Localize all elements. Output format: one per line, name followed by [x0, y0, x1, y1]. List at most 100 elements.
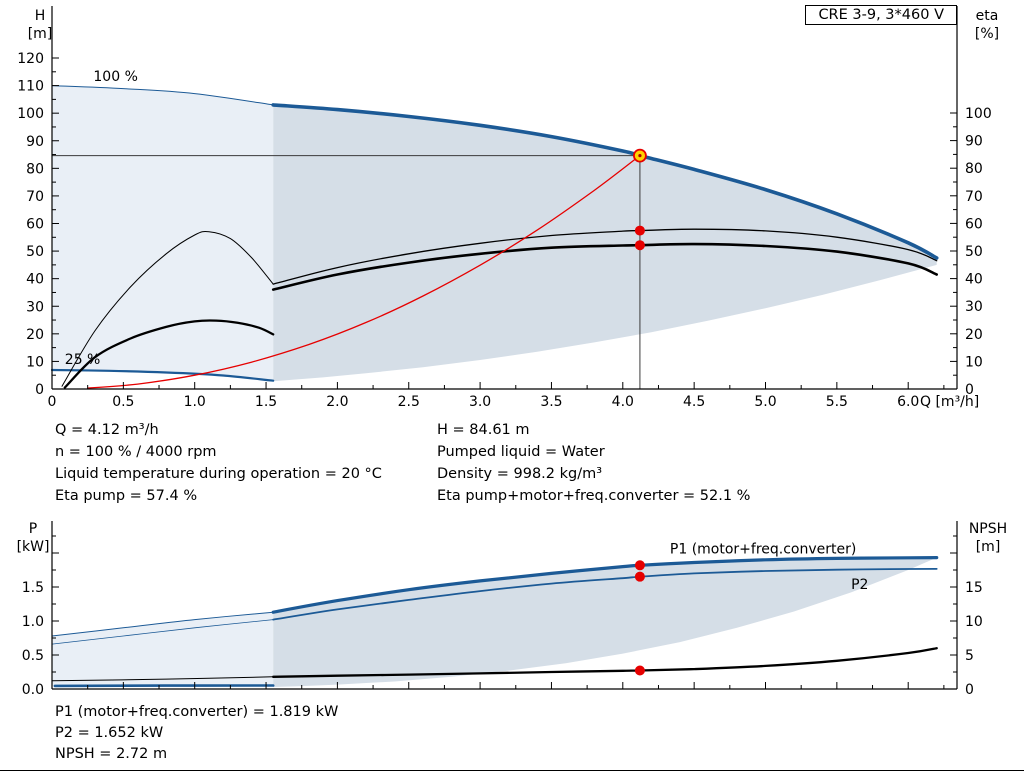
right-tick-label: 15	[965, 580, 983, 596]
series-p2-extension	[51, 619, 274, 645]
left-tick-label: 10	[26, 354, 44, 370]
duty-head-text: H = 84.61 m	[437, 422, 530, 438]
left-tick-label: 20	[26, 327, 44, 343]
right-tick-label: 30	[965, 299, 983, 315]
right-tick-label: 80	[965, 161, 983, 177]
right-tick-label: 0	[965, 682, 974, 698]
p1-dot	[634, 560, 645, 571]
series-p2	[272, 568, 938, 621]
right-axis-label: eta	[976, 8, 999, 24]
series-eta-pump-reduced-speed	[61, 230, 274, 387]
x-tick-label: 0.5	[112, 394, 134, 410]
label-25pct: 25 %	[65, 352, 101, 368]
left-tick-label: 120	[17, 51, 44, 67]
region-envelope-main	[273, 104, 937, 382]
p2-dot	[634, 571, 645, 582]
right-tick-label: 40	[965, 272, 983, 288]
right-axis-unit: [m]	[976, 539, 1001, 555]
label-p1: P1 (motor+freq.converter)	[670, 542, 856, 558]
left-tick-label: 0.0	[22, 682, 44, 698]
right-tick-label: 100	[965, 106, 992, 122]
left-axis-label: P	[29, 521, 37, 537]
left-tick-label: 0.5	[22, 648, 44, 664]
series-control-curve	[87, 154, 641, 389]
right-tick-label: 20	[965, 327, 983, 343]
bottom-divider	[0, 770, 1024, 771]
x-tick-label: 5.5	[826, 394, 848, 410]
left-tick-label: 1.5	[22, 580, 44, 596]
eta-total-text: Eta pump+motor+freq.converter = 52.1 %	[437, 488, 751, 504]
left-axis-label: H	[35, 8, 46, 24]
right-tick-label: 10	[965, 614, 983, 630]
left-tick-label: 110	[17, 79, 44, 95]
left-axis-unit: [m]	[28, 26, 53, 42]
left-tick-label: 80	[26, 161, 44, 177]
eta-total-dot	[634, 240, 645, 251]
duty-info-left: Q = 4.12 m³/h n = 100 % / 4000 rpm Liqui…	[55, 419, 382, 507]
series-eta-total-reduced-speed	[63, 319, 275, 389]
duty-info-right: H = 84.61 m Pumped liquid = Water Densit…	[437, 419, 750, 507]
x-tick-label: 6.0	[897, 394, 919, 410]
power-info: P1 (motor+freq.converter) = 1.819 kW P2 …	[55, 702, 338, 765]
pumped-liquid-text: Pumped liquid = Water	[437, 444, 605, 460]
duty-point-marker-center	[638, 154, 642, 158]
left-tick-label: 1.0	[22, 614, 44, 630]
series-qh-100pct	[271, 103, 939, 260]
series-p1	[271, 556, 939, 614]
x-tick-label: 4.5	[683, 394, 705, 410]
series-qh-25pct	[50, 368, 275, 382]
series-eta-total	[271, 242, 938, 291]
x-tick-label: 1.5	[255, 394, 277, 410]
left-tick-label: 100	[17, 106, 44, 122]
right-axis-unit: [%]	[975, 26, 999, 42]
power-npsh-chart[interactable]: 0.0 0.5 1.0 1.5 P [kW] 0 5 10 15 NPSH [m] P1 (motor+…	[0, 515, 1024, 700]
region-power-envelope-main	[273, 557, 937, 687]
label-p2: P2	[851, 577, 868, 593]
left-tick-label: 0	[35, 382, 44, 398]
npsh-text: NPSH = 2.72 m	[55, 746, 168, 762]
duty-flow-text: Q = 4.12 m³/h	[55, 422, 159, 438]
x-tick-label: 0	[48, 394, 57, 410]
left-tick-label: 30	[26, 299, 44, 315]
x-tick-label: 3.5	[540, 394, 562, 410]
label-100pct: 100 %	[93, 69, 137, 85]
right-tick-label: 70	[965, 189, 983, 205]
left-tick-label: 40	[26, 272, 44, 288]
series-npsh-extension	[51, 676, 274, 682]
right-tick-label: 5	[965, 648, 974, 664]
left-tick-label: 60	[26, 217, 44, 233]
right-axis-label: NPSH	[969, 521, 1007, 537]
x-tick-label: 4.0	[612, 394, 634, 410]
region-power-envelope-left	[52, 612, 274, 686]
right-tick-label: 60	[965, 216, 983, 232]
region-envelope-left	[52, 85, 274, 381]
series-qh-100pct-extension	[51, 85, 274, 106]
x-tick-label: 2.5	[398, 394, 420, 410]
x-tick-label: 5.0	[754, 394, 776, 410]
x-axis-label: Q [m³/h]	[920, 394, 979, 410]
x-tick-label: 2.0	[326, 394, 348, 410]
series-eta-pump	[272, 228, 938, 285]
eta-pump-text: Eta pump = 57.4 %	[55, 488, 198, 504]
liquid-temperature-text: Liquid temperature during operation = 20…	[55, 466, 382, 482]
duty-speed-text: n = 100 % / 4000 rpm	[55, 444, 217, 460]
left-tick-label: 70	[26, 189, 44, 205]
x-tick-label: 1.0	[184, 394, 206, 410]
right-tick-label: 50	[965, 244, 983, 260]
left-axis-unit: [kW]	[17, 539, 50, 555]
series-npsh	[272, 647, 938, 678]
npsh-dot	[634, 665, 645, 676]
pump-model-title: CRE 3-9, 3*460 V	[805, 5, 957, 25]
left-tick-label: 50	[26, 244, 44, 260]
series-p1-extension	[51, 611, 274, 637]
right-tick-label: 0	[965, 382, 974, 398]
right-tick-label: 90	[965, 134, 983, 150]
x-tick-label: 3.0	[469, 394, 491, 410]
right-tick-label: 10	[965, 354, 983, 370]
p2-text: P2 = 1.652 kW	[55, 725, 164, 741]
p1-text: P1 (motor+freq.converter) = 1.819 kW	[55, 704, 339, 720]
qh-chart[interactable]: 0 0.5 1.0 1.5 2.0 2.5 3.0 3.5 4.0 4.5 5.0 5.5 6.0 Q […	[0, 0, 1024, 412]
density-text: Density = 998.2 kg/m³	[437, 466, 603, 482]
left-tick-label: 90	[26, 134, 44, 150]
